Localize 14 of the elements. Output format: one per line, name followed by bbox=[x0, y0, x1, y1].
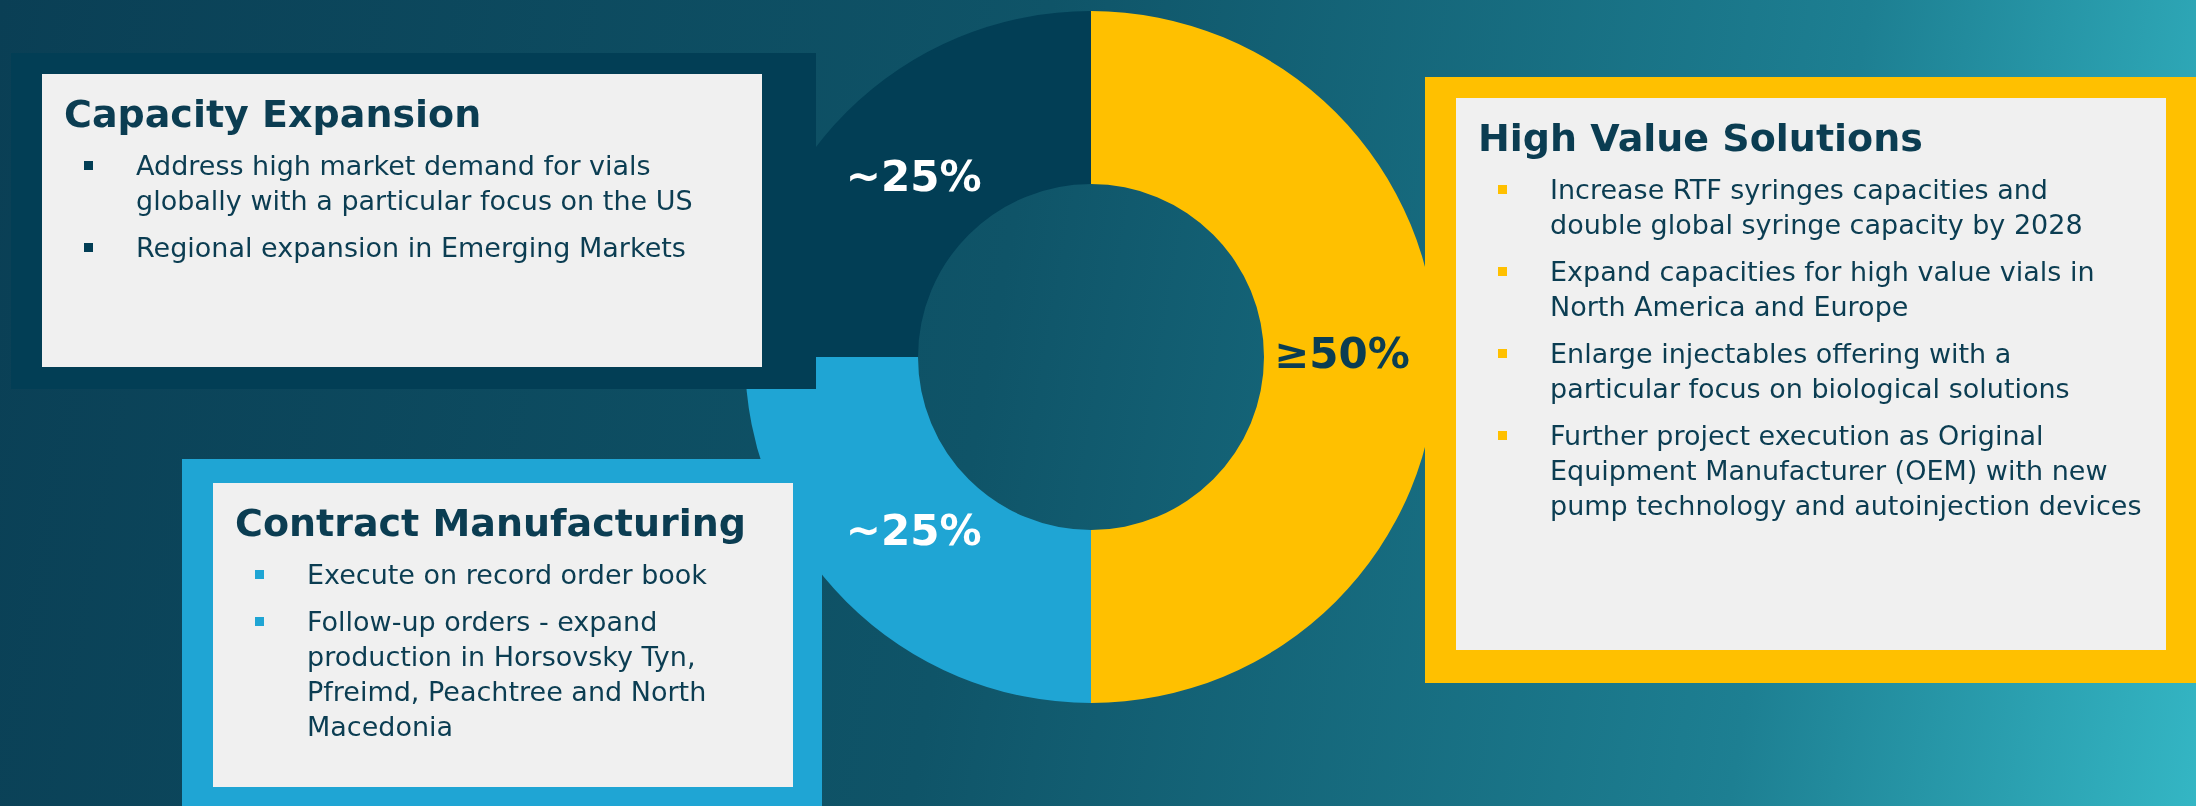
text: Address high market demand for vials globally with a particular focus on the US bbox=[136, 149, 694, 218]
text: Follow-up orders - expand production in Horsovsky Tyn, Pfreimd, Peachtree and North Macedonia bbox=[307, 605, 708, 744]
text: Regional expansion in Emerging Markets bbox=[136, 231, 686, 265]
text: Contract Manufacturing bbox=[235, 501, 747, 545]
data-label: ≥50% bbox=[1273, 328, 1410, 378]
text: Expand capacities for high value vials in North America and Europe bbox=[1550, 255, 2096, 324]
text: Enlarge injectables offering with a particular focus on biological solutions bbox=[1550, 337, 2071, 406]
text: High Value Solutions bbox=[1478, 116, 1924, 160]
data-label: ~25% bbox=[845, 506, 982, 556]
text: Increase RTF syringes capacities and double global syringe capacity by 2028 bbox=[1550, 173, 2084, 242]
text: Further project execution as Original Equipment Manufacturer (OEM) with new pump technology and autoinjection devices bbox=[1550, 419, 2143, 523]
data-label: ~25% bbox=[845, 151, 982, 201]
text: Capacity Expansion bbox=[64, 92, 483, 136]
text: Execute on record order book bbox=[307, 558, 707, 592]
